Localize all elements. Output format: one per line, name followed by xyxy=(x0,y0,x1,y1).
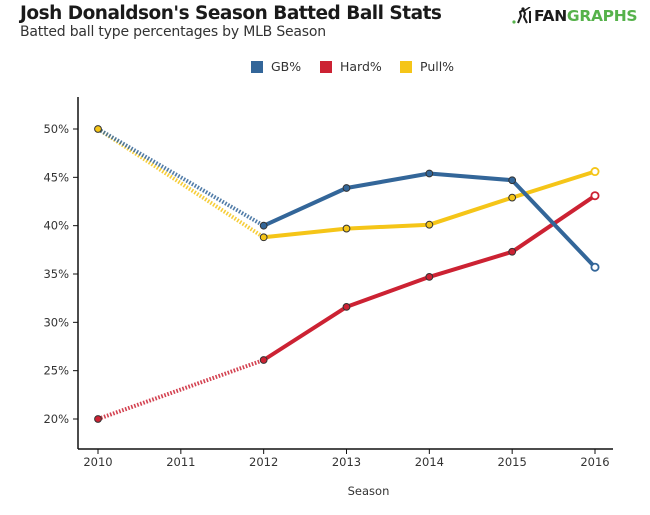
series-pull-point xyxy=(590,167,600,177)
logo-text-fan: FAN xyxy=(534,7,567,25)
series-gb-point xyxy=(259,221,268,230)
series-pull-point xyxy=(508,193,517,202)
series-pull-point xyxy=(94,125,102,133)
x-tick-label: 2011 xyxy=(166,455,195,469)
series-hard-point xyxy=(94,415,102,423)
legend-item-pull[interactable]: Pull% xyxy=(400,59,454,74)
x-tick-label: 2016 xyxy=(580,455,609,469)
series-hard-point xyxy=(590,191,600,201)
y-tick-label: 30% xyxy=(43,315,69,329)
x-tick-label: 2010 xyxy=(83,455,112,469)
legend-label-gb: GB% xyxy=(271,59,302,74)
legend-item-hard[interactable]: Hard% xyxy=(320,59,382,74)
legend-label-pull: Pull% xyxy=(420,59,455,74)
legend-swatch-pull xyxy=(400,60,412,73)
y-tick-label: 40% xyxy=(43,219,69,233)
series-hard-point xyxy=(425,273,434,281)
series-hard-point xyxy=(259,356,268,364)
x-tick-label: 2015 xyxy=(498,455,527,469)
legend-label-hard: Hard% xyxy=(340,59,382,74)
series-pull-point xyxy=(259,233,268,242)
series-hard-point xyxy=(342,302,351,311)
series-gb-dotted-segment xyxy=(96,127,265,228)
legend-swatch-gb xyxy=(251,60,263,73)
series-gb-point xyxy=(590,262,600,272)
series-gb-point xyxy=(508,176,517,185)
series-hard-point xyxy=(508,247,517,256)
y-tick-label: 25% xyxy=(43,364,69,378)
chart-title: Josh Donaldson's Season Batted Ball Stat… xyxy=(20,3,442,24)
x-tick-label: 2013 xyxy=(332,455,361,469)
x-axis-title: Season xyxy=(348,484,390,498)
legend-item-gb[interactable]: GB% xyxy=(251,59,301,74)
legend-swatch-hard xyxy=(320,60,332,73)
y-tick-label: 20% xyxy=(43,412,69,426)
x-tick-label: 2012 xyxy=(249,455,278,469)
batter-icon xyxy=(512,7,531,24)
y-tick-label: 35% xyxy=(43,267,69,281)
y-tick-label: 45% xyxy=(43,170,69,184)
logo-text-graphs: GRAPHS xyxy=(566,7,638,25)
chart-subtitle: Batted ball type percentages by MLB Seas… xyxy=(20,24,326,40)
series-hard-dotted-segment xyxy=(97,358,265,421)
x-tick-label: 2014 xyxy=(415,455,444,469)
y-tick-label: 50% xyxy=(43,122,69,136)
fangraphs-logo: FAN GRAPHS xyxy=(512,7,638,25)
series-gb-point xyxy=(342,184,351,192)
series-gb-point xyxy=(425,169,434,178)
series-pull-point xyxy=(425,220,434,229)
series-pull-point xyxy=(342,224,351,233)
